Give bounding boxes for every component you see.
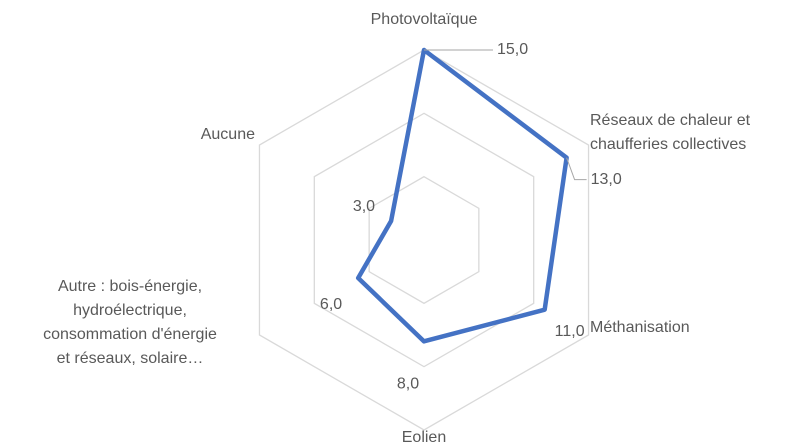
category-label: Autre : bois-énergie, hydroélectrique, con… [43,278,217,367]
category-label: Aucune [201,126,255,143]
leader-line [566,157,587,181]
series-line [355,47,569,344]
data-label: 11,0 [555,323,585,340]
data-label: 3,0 [353,198,375,215]
grid-ring [258,49,590,431]
data-label: 8,0 [397,376,419,393]
category-label: Eolien [402,429,446,446]
grid-ring [368,175,480,305]
category-label: Méthanisation [590,319,690,336]
data-label: 15,0 [497,41,528,58]
data-label: 6,0 [320,296,342,313]
grid-ring [313,112,535,368]
data-label: 13,0 [591,171,622,188]
category-label: Photovoltaïque [371,11,478,28]
category-label: Réseaux de chaleur et chaufferies collect… [590,112,751,153]
